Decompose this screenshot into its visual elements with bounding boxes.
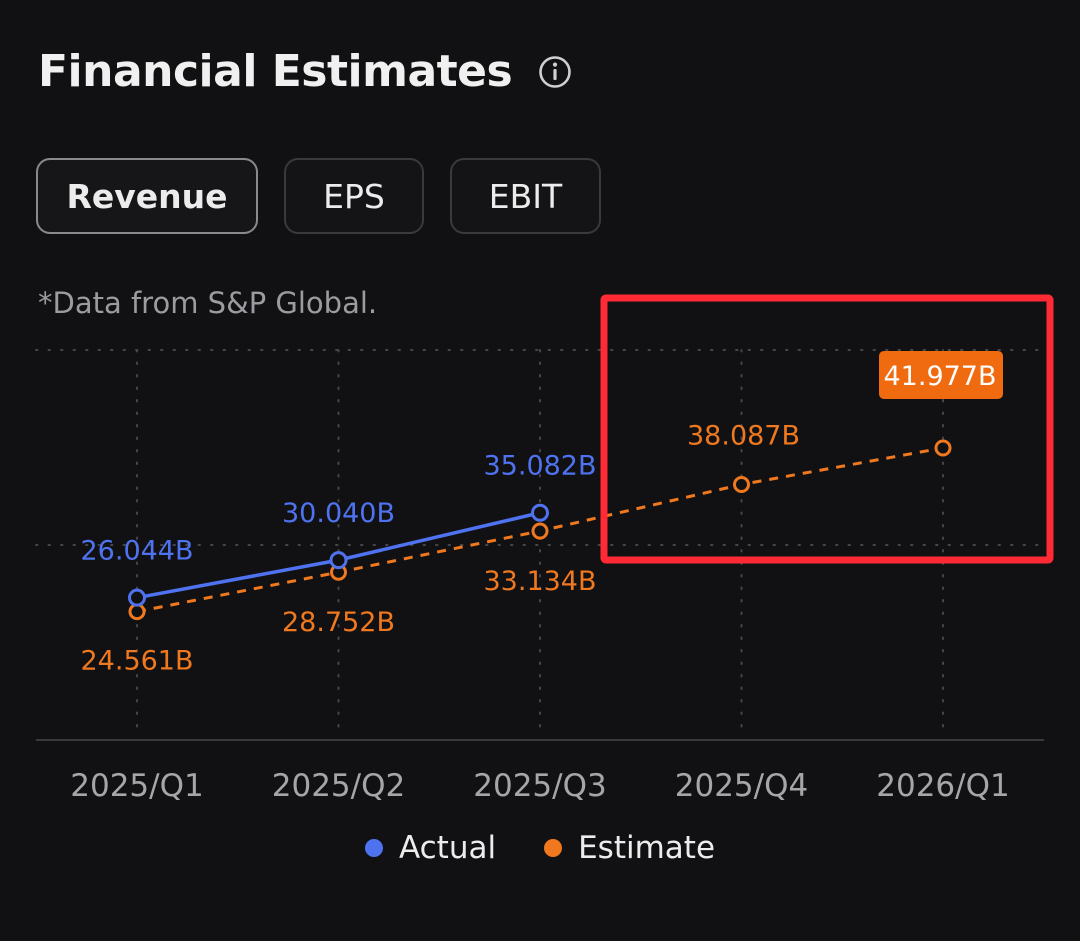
x-tick-label: 2025/Q1	[70, 768, 203, 804]
x-tick-label: 2025/Q3	[473, 768, 606, 804]
legend-item-estimate[interactable]: Estimate	[544, 830, 715, 866]
tab-eps[interactable]: EPS	[284, 158, 424, 234]
legend-item-actual[interactable]: Actual	[364, 830, 497, 866]
header: Financial Estimates	[38, 46, 572, 97]
estimate-data-label: 38.087B	[687, 421, 800, 452]
legend-dot-actual	[364, 839, 383, 857]
metric-tabs: Revenue EPS EBIT	[36, 158, 627, 234]
actual-point	[531, 503, 549, 522]
chart-legend: Actual Estimate	[0, 830, 1080, 866]
highlight-tooltip-label: 41.977B	[884, 361, 997, 392]
page-title: Financial Estimates	[38, 46, 513, 97]
tab-ebit[interactable]: EBIT	[450, 158, 601, 234]
x-tick-label: 2026/Q1	[876, 768, 1009, 804]
legend-dot-estimate	[544, 839, 563, 857]
x-tick-label: 2025/Q2	[272, 768, 405, 804]
estimate-point	[934, 439, 952, 457]
x-tick-label: 2025/Q4	[675, 768, 808, 804]
actual-data-label: 26.044B	[81, 536, 194, 567]
actual-data-label: 35.082B	[484, 451, 597, 482]
estimate-data-label: 28.752B	[282, 607, 395, 638]
source-note: *Data from S&P Global.	[38, 286, 378, 320]
highlight-tooltip-bg	[879, 350, 1003, 399]
tab-revenue[interactable]: Revenue	[36, 158, 258, 234]
estimate-point	[733, 476, 750, 494]
actual-data-label: 30.040B	[282, 498, 395, 529]
legend-label-estimate: Estimate	[578, 830, 716, 866]
actual-point	[128, 588, 146, 607]
estimate-data-label: 24.561B	[81, 646, 194, 677]
estimate-data-label: 33.134B	[484, 566, 597, 597]
estimate-point	[128, 603, 146, 621]
legend-label-actual: Actual	[398, 830, 497, 866]
highlight-box	[600, 294, 1054, 564]
actual-point	[329, 551, 348, 570]
estimate-point	[531, 522, 549, 540]
info-icon[interactable]	[538, 55, 572, 89]
